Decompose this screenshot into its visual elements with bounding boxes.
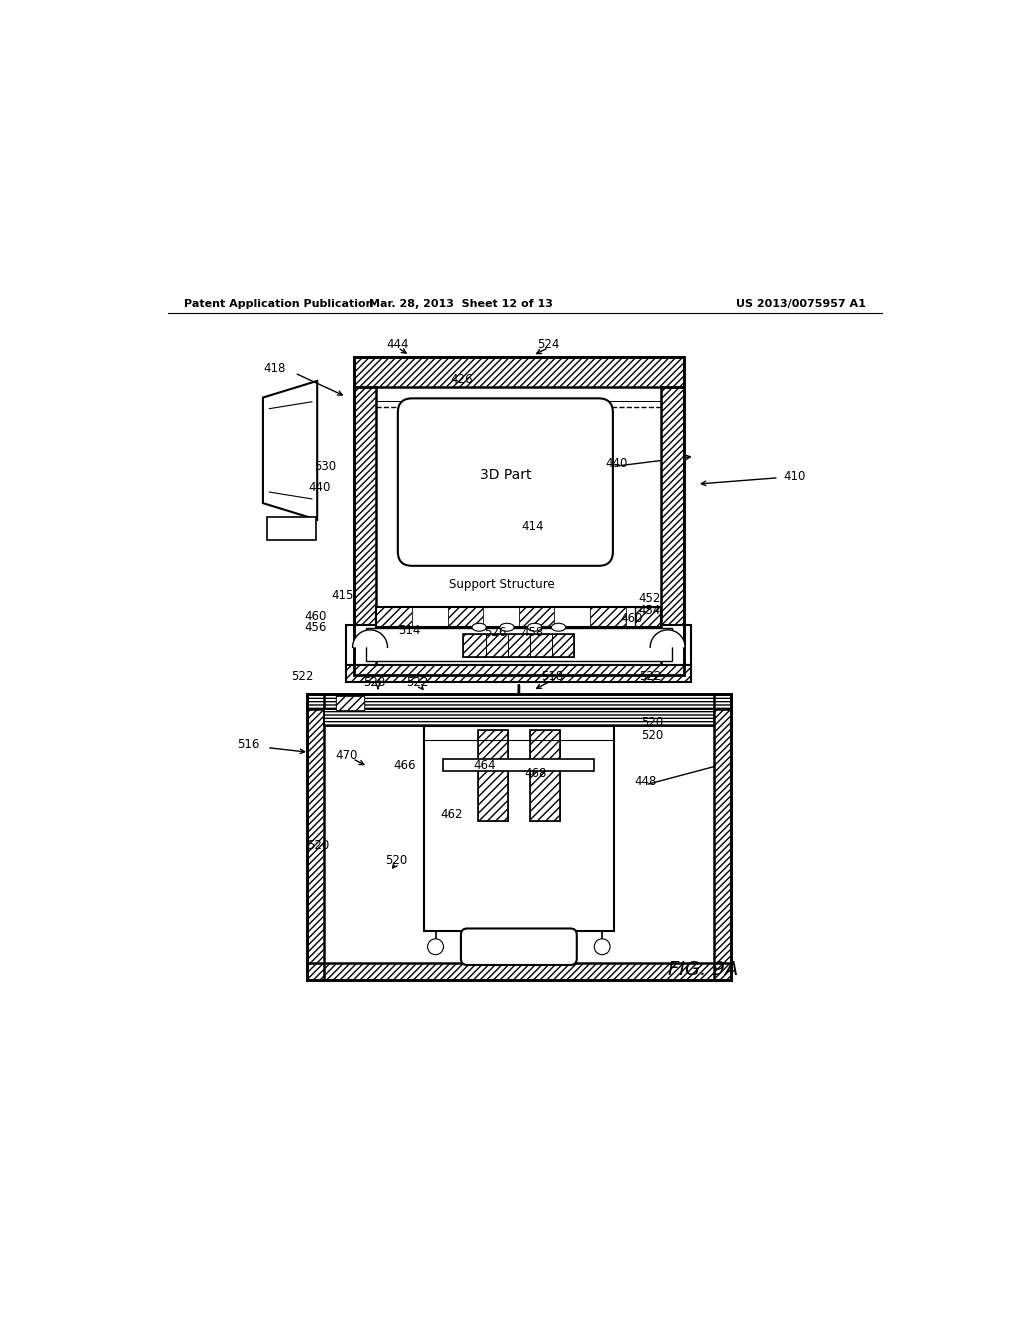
Text: 470: 470 — [335, 748, 357, 762]
Polygon shape — [352, 630, 387, 647]
Text: 460: 460 — [621, 612, 643, 626]
Bar — [463, 634, 574, 657]
Bar — [324, 709, 714, 726]
Text: 520: 520 — [307, 838, 330, 851]
Bar — [443, 759, 594, 771]
Text: 520: 520 — [385, 854, 408, 867]
Bar — [306, 962, 731, 979]
Text: 418: 418 — [263, 362, 286, 375]
Ellipse shape — [527, 623, 542, 631]
Text: FIG. 9A: FIG. 9A — [668, 960, 738, 979]
Bar — [626, 607, 662, 627]
Bar — [306, 694, 731, 709]
Bar — [412, 607, 447, 627]
Bar — [635, 607, 662, 627]
Bar — [530, 730, 560, 821]
Text: 516: 516 — [238, 738, 260, 751]
Text: 456: 456 — [304, 622, 327, 634]
Text: 518: 518 — [542, 671, 563, 684]
Bar — [635, 607, 662, 627]
Bar — [306, 694, 324, 979]
Text: Patent Application Publication: Patent Application Publication — [183, 298, 373, 309]
Bar — [267, 517, 315, 540]
Text: 464: 464 — [474, 759, 497, 772]
Bar — [554, 607, 590, 627]
Bar — [483, 607, 519, 627]
Text: 530: 530 — [313, 461, 336, 473]
Text: 520: 520 — [641, 729, 663, 742]
Text: 466: 466 — [393, 759, 416, 772]
Bar — [306, 962, 731, 979]
Text: 522: 522 — [292, 671, 313, 684]
Bar — [354, 358, 684, 387]
Circle shape — [428, 939, 443, 954]
Ellipse shape — [551, 623, 565, 631]
Bar — [662, 387, 684, 675]
Bar — [424, 726, 614, 931]
Text: 522: 522 — [407, 676, 429, 689]
Text: 414: 414 — [521, 520, 544, 533]
Polygon shape — [263, 381, 317, 520]
Bar — [377, 607, 662, 627]
Text: 440: 440 — [605, 457, 628, 470]
Ellipse shape — [500, 623, 514, 631]
Text: 520: 520 — [641, 715, 663, 729]
Text: 452: 452 — [638, 591, 660, 605]
Bar — [354, 358, 684, 675]
Bar — [354, 387, 377, 675]
Bar — [367, 628, 672, 661]
Bar — [519, 607, 554, 627]
Text: 454: 454 — [638, 603, 660, 616]
Text: 528: 528 — [362, 676, 385, 689]
Bar — [662, 387, 684, 675]
Bar — [346, 665, 691, 682]
Text: 468: 468 — [524, 767, 547, 780]
Bar — [463, 634, 574, 657]
Text: 526: 526 — [484, 626, 507, 639]
Bar — [530, 730, 560, 821]
Bar — [714, 694, 731, 979]
Text: 440: 440 — [309, 480, 331, 494]
Bar — [336, 696, 364, 710]
Text: US 2013/0075957 A1: US 2013/0075957 A1 — [736, 298, 866, 309]
Bar — [477, 730, 508, 821]
Bar — [354, 387, 377, 675]
Text: 444: 444 — [387, 338, 409, 351]
Text: 514: 514 — [398, 624, 421, 638]
Circle shape — [594, 939, 610, 954]
Text: 524: 524 — [538, 338, 560, 351]
Text: Mar. 28, 2013  Sheet 12 of 13: Mar. 28, 2013 Sheet 12 of 13 — [370, 298, 553, 309]
Bar — [324, 709, 714, 726]
Bar — [714, 694, 731, 979]
Bar — [306, 694, 731, 709]
Text: 460: 460 — [304, 610, 327, 623]
Bar — [324, 709, 714, 962]
FancyBboxPatch shape — [397, 399, 613, 566]
Ellipse shape — [472, 623, 486, 631]
Bar — [590, 607, 626, 627]
Polygon shape — [650, 630, 685, 647]
Bar — [336, 696, 364, 710]
Bar — [477, 730, 508, 821]
FancyBboxPatch shape — [461, 928, 577, 965]
Text: Support Structure: Support Structure — [449, 578, 554, 591]
Text: 462: 462 — [440, 808, 463, 821]
Text: 458: 458 — [521, 626, 544, 639]
Bar — [306, 694, 324, 979]
Text: 522: 522 — [639, 671, 662, 684]
Text: 410: 410 — [783, 470, 806, 483]
Text: 415: 415 — [331, 589, 353, 602]
Bar — [467, 935, 570, 958]
Text: 3D Part: 3D Part — [479, 469, 531, 482]
Text: 448: 448 — [634, 775, 656, 788]
Bar — [306, 694, 731, 979]
Text: 426: 426 — [451, 372, 472, 385]
Bar — [447, 607, 483, 627]
Bar — [346, 665, 691, 682]
Bar — [377, 607, 412, 627]
Bar — [377, 387, 662, 675]
Bar — [354, 358, 684, 387]
Bar — [346, 626, 691, 665]
